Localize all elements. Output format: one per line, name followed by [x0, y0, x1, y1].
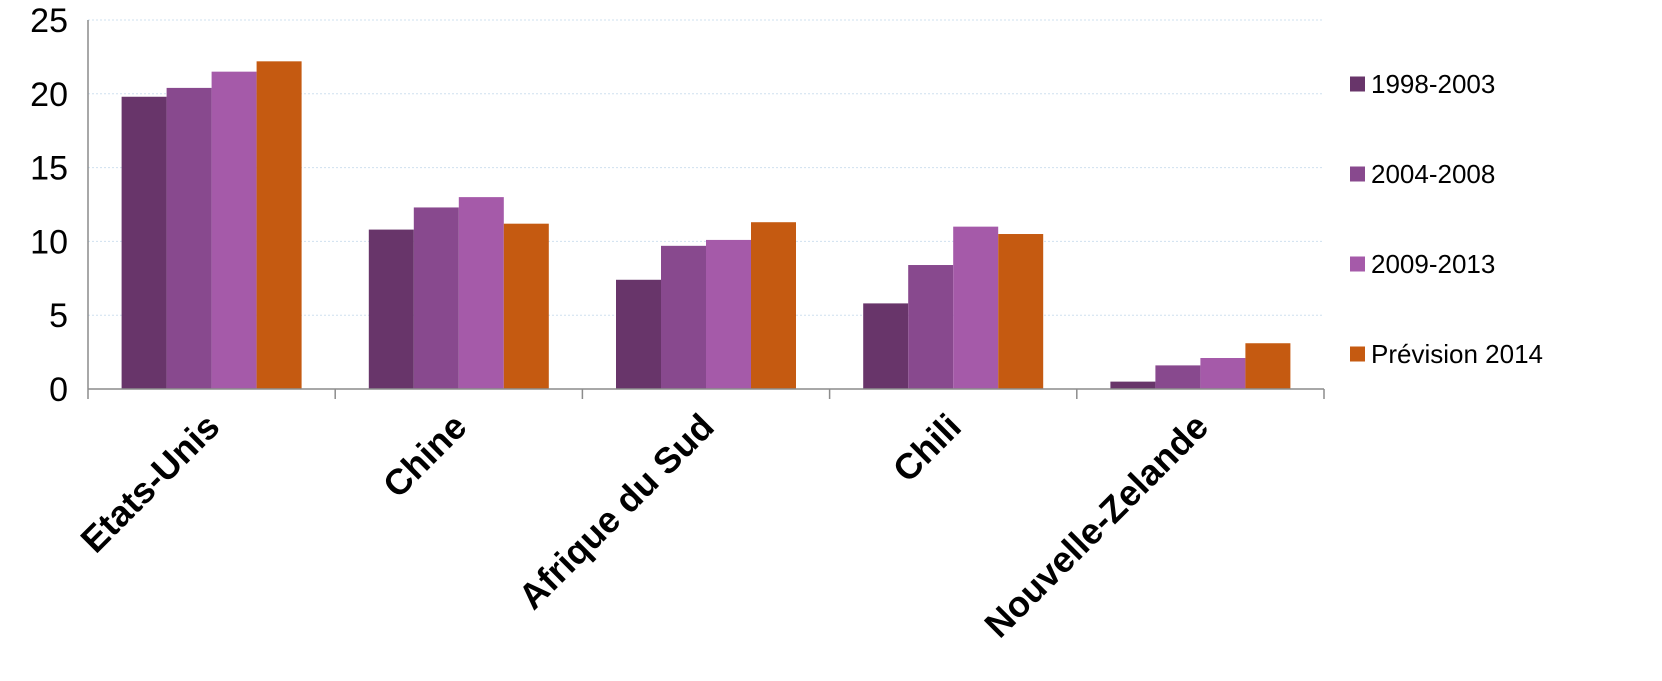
y-tick-label: 15 — [30, 150, 68, 188]
legend: 1998-2003 2004-2008 2009-2013 Prévision 201… — [1350, 69, 1543, 369]
bar-pr-vision-2014-afrique-du-sud — [751, 222, 796, 389]
axes — [87, 20, 1325, 399]
bar-2009-2013-etats-unis — [211, 71, 257, 389]
bar-2009-2013-chine — [458, 197, 504, 389]
bar-pr-vision-2014-nouvelle-zelande — [1245, 343, 1291, 389]
x-tick-label: Afrique du Sud — [510, 406, 721, 617]
bar-pr-vision-2014-etats-unis — [256, 61, 302, 389]
legend-swatch — [1350, 256, 1365, 272]
y-tick-label: 0 — [49, 371, 68, 409]
bar-2004-2008-afrique-du-sud — [661, 245, 706, 389]
legend-label: 1998-2003 — [1371, 69, 1495, 99]
legend-swatch — [1350, 76, 1365, 92]
bars — [121, 61, 1291, 390]
bar-1998-2003-chine — [368, 229, 414, 389]
y-tick-label: 25 — [30, 2, 68, 40]
x-tick-label: Chine — [375, 406, 475, 506]
legend-label: 2004-2008 — [1371, 159, 1495, 189]
bar-2009-2013-nouvelle-zelande — [1200, 358, 1246, 389]
bar-2004-2008-chili — [908, 265, 954, 389]
bar-1998-2003-chili — [863, 303, 909, 389]
bar-2004-2008-nouvelle-zelande — [1155, 365, 1201, 389]
legend-swatch — [1350, 346, 1365, 362]
y-tick-label: 10 — [30, 223, 68, 261]
bar-1998-2003-afrique-du-sud — [616, 279, 661, 389]
legend-swatch — [1350, 166, 1365, 182]
x-tick-label: Etats-Unis — [72, 406, 227, 561]
bar-2004-2008-etats-unis — [166, 87, 212, 390]
x-tick-label: Nouvelle-Zelande — [976, 406, 1216, 646]
bar-pr-vision-2014-chine — [503, 223, 549, 389]
bar-1998-2003-nouvelle-zelande — [1110, 381, 1156, 389]
bar-2009-2013-chili — [953, 226, 999, 389]
x-tick-label: Chili — [885, 406, 969, 490]
y-tick-label: 20 — [30, 76, 68, 114]
bar-2004-2008-chine — [413, 207, 459, 389]
legend-label: Prévision 2014 — [1371, 339, 1543, 369]
y-axis-ticks: 0 5 10 15 20 25 — [30, 2, 68, 409]
bar-pr-vision-2014-chili — [998, 234, 1044, 389]
y-tick-label: 5 — [49, 297, 68, 335]
x-axis-ticks: Etats-Unis Chine Afrique du Sud Chili Nouvel… — [72, 406, 1216, 646]
bar-1998-2003-etats-unis — [121, 96, 167, 389]
bar-2009-2013-afrique-du-sud — [706, 239, 751, 389]
legend-label: 2009-2013 — [1371, 249, 1495, 279]
